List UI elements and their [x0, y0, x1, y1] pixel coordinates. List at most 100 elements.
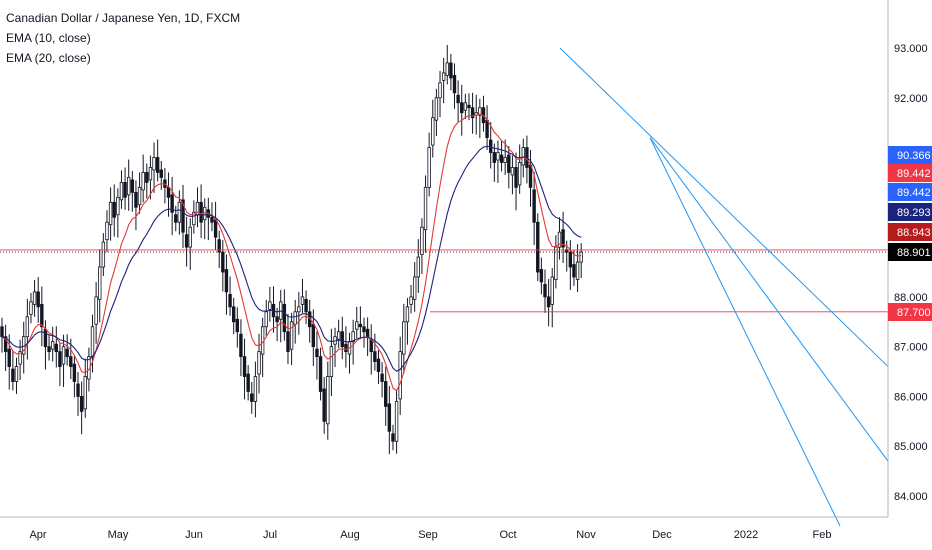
candle-body: [514, 167, 518, 188]
candle-body: [264, 311, 268, 328]
candle-body: [257, 351, 261, 375]
candle-body: [311, 323, 316, 348]
candle-body: [289, 321, 294, 350]
price-label-bg: [888, 164, 932, 182]
candle-body: [420, 226, 424, 255]
candle-body: [532, 189, 536, 223]
candle-body: [449, 62, 453, 79]
candle-body: [387, 403, 392, 432]
candle-body: [90, 326, 95, 358]
candle-body: [441, 72, 446, 81]
price-tick-label: 86.000: [894, 391, 928, 403]
candle-body: [412, 276, 417, 300]
time-tick-label: Jun: [185, 529, 203, 541]
candle-body: [568, 251, 573, 268]
candle-body: [456, 94, 460, 104]
candle-body: [246, 373, 250, 392]
candle-body: [492, 152, 497, 163]
candle-body: [170, 194, 174, 213]
candle-body: [130, 179, 135, 193]
candle-body: [94, 296, 98, 325]
price-tick-label: 84.000: [894, 491, 928, 503]
candle-body: [398, 351, 402, 400]
candle-body: [61, 346, 66, 365]
candle-body: [177, 201, 182, 223]
candle-body: [239, 333, 243, 358]
price-label-bg: [888, 243, 932, 261]
time-tick-label: Apr: [29, 529, 46, 541]
candle-body: [510, 167, 515, 176]
price-label-text: 89.293: [897, 207, 931, 219]
candle-body: [300, 296, 305, 305]
candle-body: [40, 303, 44, 328]
candle-body: [134, 191, 138, 208]
candle-body: [463, 102, 468, 111]
candle-body: [478, 107, 482, 116]
ema10-legend[interactable]: EMA (10, close): [6, 31, 91, 45]
candle-body: [221, 251, 225, 273]
price-label-text: 89.442: [897, 168, 931, 180]
candle-body: [253, 376, 258, 402]
candle-body: [460, 102, 464, 114]
price-tick-label: 92.000: [894, 93, 928, 105]
price-label-text: 88.901: [897, 247, 931, 259]
price-tick-label: 88.000: [894, 292, 928, 304]
price-label-bg: [888, 223, 932, 241]
candle-body: [561, 229, 565, 248]
candle-body: [423, 186, 428, 231]
candle-body: [58, 351, 62, 367]
candle-body: [358, 323, 363, 328]
candle-body: [98, 266, 102, 300]
candle-body: [137, 186, 142, 206]
candle-body: [322, 388, 326, 422]
time-tick-label: May: [108, 529, 129, 541]
price-label-text: 89.442: [897, 187, 931, 199]
candle-body: [340, 331, 344, 348]
candle-body: [384, 381, 388, 407]
candle-body: [69, 356, 73, 367]
candle-body: [50, 341, 55, 350]
candle-body: [394, 401, 399, 442]
candle-body: [402, 321, 406, 355]
lines-layer: [0, 47, 889, 527]
price-label-bg: [888, 146, 932, 164]
trendline: [559, 47, 889, 367]
candle-body: [184, 234, 189, 248]
candle-body: [318, 356, 323, 392]
candle-body: [72, 363, 77, 382]
time-tick-label: 2022: [734, 529, 758, 541]
candle-body: [224, 269, 229, 293]
candle-body: [268, 301, 272, 310]
candle-body: [213, 219, 218, 238]
candle-body: [235, 318, 239, 333]
candle-body: [405, 306, 410, 323]
candle-body: [297, 306, 301, 313]
candle-body: [336, 331, 341, 340]
symbol-title[interactable]: Canadian Dollar / Japanese Yen, 1D, FXCM: [6, 11, 241, 25]
candle-body: [11, 368, 15, 382]
candle-body: [181, 199, 185, 233]
candle-body: [362, 326, 366, 333]
candle-body: [108, 201, 113, 226]
time-tick-label: Jul: [263, 529, 277, 541]
candle-body: [188, 226, 192, 248]
candle-body: [365, 328, 370, 338]
candle-body: [47, 346, 51, 353]
candle-body: [434, 97, 439, 121]
candle-body: [521, 147, 525, 166]
candle-body: [116, 196, 120, 216]
trendline: [649, 137, 889, 462]
candle-body: [344, 343, 348, 353]
candle-body: [286, 331, 290, 353]
candle-body: [329, 346, 334, 377]
candle-body: [25, 316, 30, 338]
candle-body: [79, 396, 84, 412]
candle-body: [503, 157, 507, 163]
candle-body: [192, 211, 196, 226]
candle-body: [105, 221, 109, 241]
ema20-legend[interactable]: EMA (20, close): [6, 51, 91, 65]
candle-body: [351, 331, 355, 343]
candle-body: [127, 177, 131, 196]
